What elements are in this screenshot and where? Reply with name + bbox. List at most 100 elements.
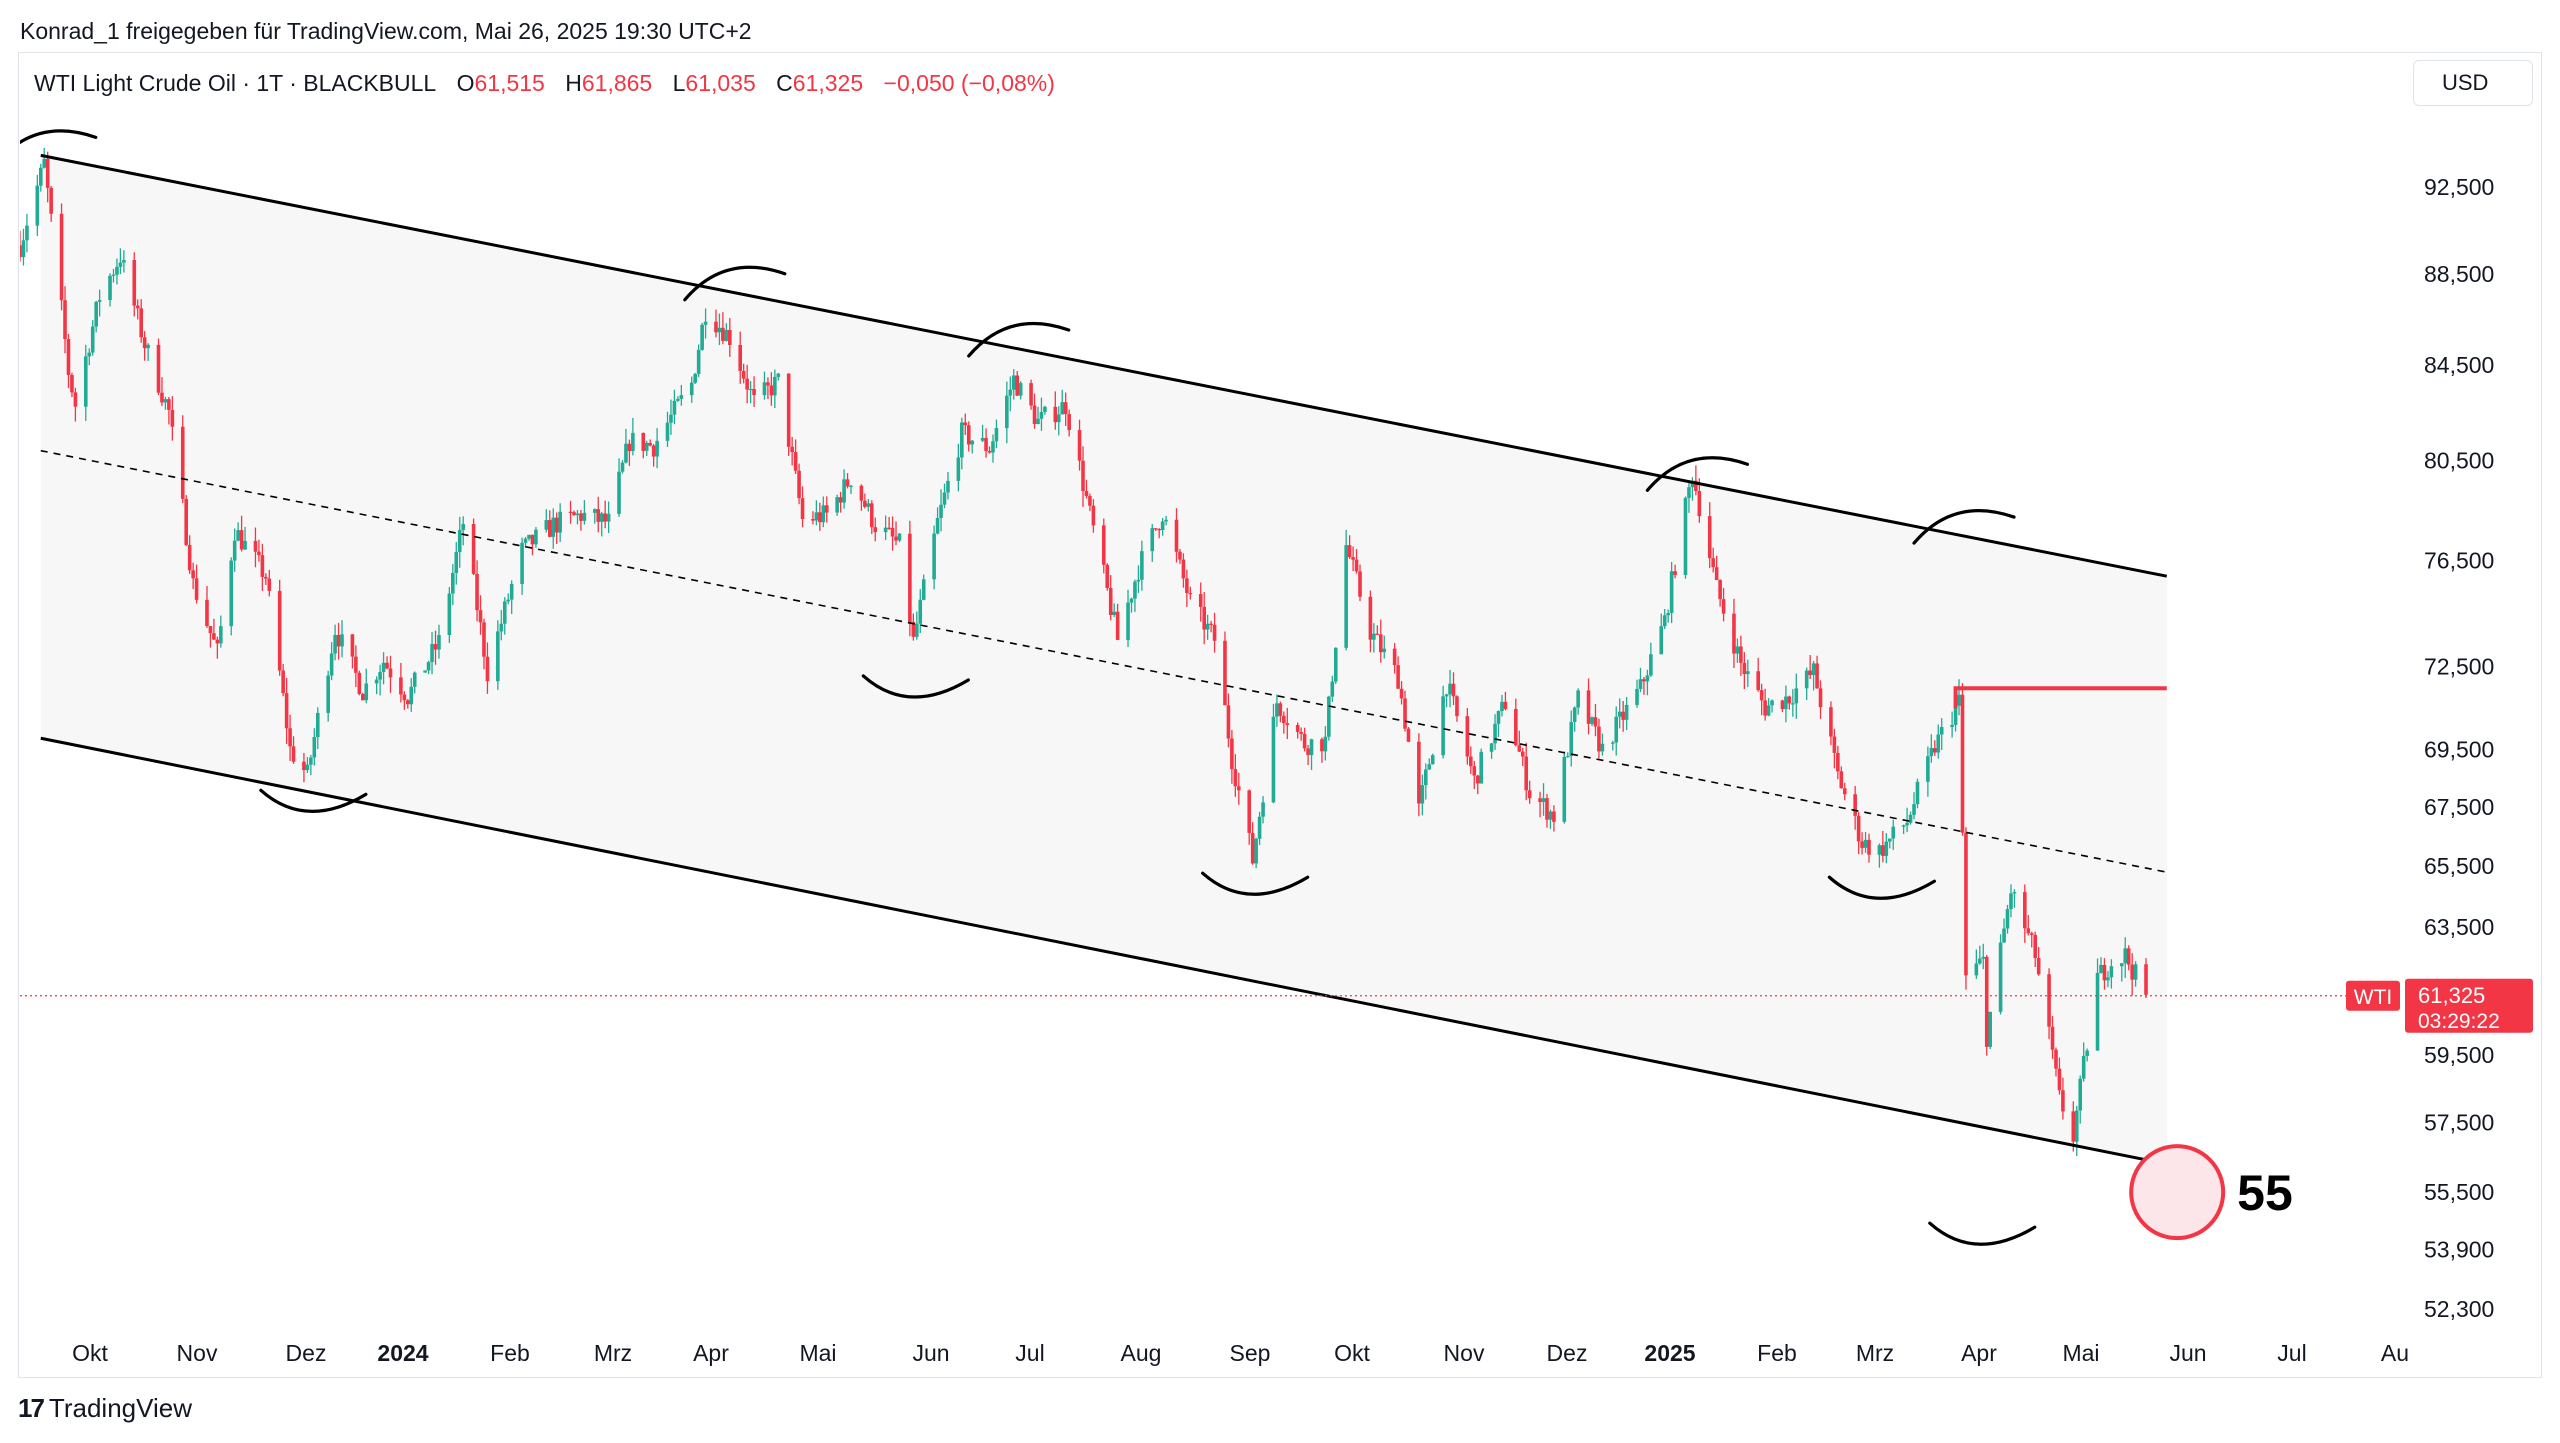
candle-body [1912,804,1916,815]
candle-body [156,344,161,393]
candle-body [932,533,936,580]
candle-body [551,517,556,537]
candle-body [869,503,874,528]
candle-body [1133,581,1137,599]
candle-body [1520,751,1525,757]
y-axis-tick-label: 76,500 [2424,548,2494,574]
candle-body [942,492,947,505]
candle-body [1763,700,1767,716]
candle-body [838,497,843,503]
candle-body [1541,798,1546,803]
candle-body [1808,670,1812,676]
candle-body [1597,726,1601,752]
candle-body [70,375,74,393]
candle-body [1690,480,1695,488]
candle-body [793,452,798,471]
candle-body [2029,933,2034,935]
candle-body [1791,703,1795,705]
candle-body [25,225,29,241]
candle-body [374,679,379,684]
candle-body [2002,928,2006,943]
candle-body [1091,505,1096,526]
candle-body [447,593,452,636]
candle-body [1226,705,1231,739]
candle-body [873,527,878,533]
currency-button[interactable]: USD [2413,60,2533,106]
candle-body [1472,766,1477,776]
candle-body [1392,648,1397,666]
candle-body [1150,528,1155,552]
candle-body [478,610,483,623]
candle-body [676,398,680,401]
candle-body [558,511,562,533]
candle-body [506,599,511,602]
candle-body [243,540,247,550]
candle-body [2078,1078,2083,1111]
candle-body [1787,696,1792,704]
candle-body [388,668,393,678]
candle-body [2026,928,2031,934]
candle-body [1271,716,1276,803]
candle-body [921,579,926,600]
low-marker-arc [1827,875,1936,900]
candle-body [1784,696,1788,710]
candle-body [762,382,767,396]
candle-body [1957,694,1961,706]
x-axis-tick-label: Aug [1121,1340,1162,1366]
candle-body [187,544,192,571]
candle-body [83,356,88,407]
open-label: O [456,70,475,96]
candle-body [724,329,729,341]
candle-body [651,445,656,457]
candle-body [1282,715,1286,724]
candle-body [1804,670,1809,689]
symbol-name[interactable]: WTI Light Crude Oil · 1T · BLACKBULL [34,70,437,96]
candle-body [696,349,701,374]
high-marker-arc [1645,456,1750,492]
candle-body [108,275,112,301]
candle-body [135,305,140,309]
candle-body [1205,623,1210,630]
candle-body [1036,418,1040,425]
candle-body [1770,700,1774,706]
plot-area[interactable] [0,129,2350,1246]
chart-panel[interactable] [18,52,2542,1378]
candle-body [430,644,434,663]
candle-body [1711,558,1715,568]
candle-body [1832,736,1837,753]
candle-body [1877,845,1882,855]
candle-body [1697,491,1702,517]
candle-body [1157,529,1161,531]
candle-body [908,533,912,622]
candle-body [1029,383,1033,406]
candle-body [357,672,362,695]
candle-body [118,262,123,267]
candle-body [1514,708,1518,746]
footer-brand[interactable]: 17 TradingView [18,1393,192,1424]
candle-body [1181,559,1186,579]
candle-body [1839,771,1844,789]
candle-body [776,373,781,377]
candle-body [1254,838,1258,864]
candle-body [1056,414,1061,423]
candle-body [471,523,476,574]
candle-body [534,529,538,545]
candle-body [655,440,659,457]
candle-body [665,422,670,441]
candle-body [1209,623,1213,625]
candle-body [579,513,583,521]
candle-body [797,470,801,499]
countdown-value: 03:29:22 [2418,1010,2500,1033]
candle-body [644,443,649,451]
candle-body [1333,647,1338,682]
candle-body [1694,480,1698,492]
x-axis-tick-label: Nov [1444,1340,1485,1366]
candle-body [1853,794,1857,816]
candle-body [2130,964,2134,980]
candle-body [1565,756,1570,758]
x-axis-tick-label: Dez [1547,1340,1588,1366]
candle-body [1330,681,1335,697]
candle-body [1465,716,1470,757]
candle-body [2144,964,2148,995]
